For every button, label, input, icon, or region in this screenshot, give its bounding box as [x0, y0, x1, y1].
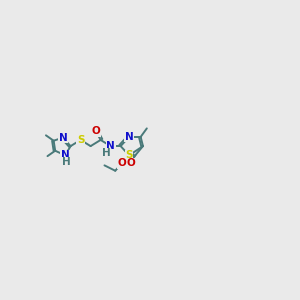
- Text: O: O: [118, 158, 127, 168]
- Text: N: N: [58, 133, 67, 142]
- Text: S: S: [125, 150, 133, 160]
- Text: N: N: [125, 132, 134, 142]
- Text: S: S: [77, 135, 84, 145]
- Text: O: O: [92, 127, 100, 136]
- Text: N: N: [106, 141, 115, 151]
- Text: N: N: [61, 150, 70, 160]
- Text: H: H: [102, 148, 110, 158]
- Text: H: H: [61, 157, 70, 167]
- Text: O: O: [126, 158, 135, 168]
